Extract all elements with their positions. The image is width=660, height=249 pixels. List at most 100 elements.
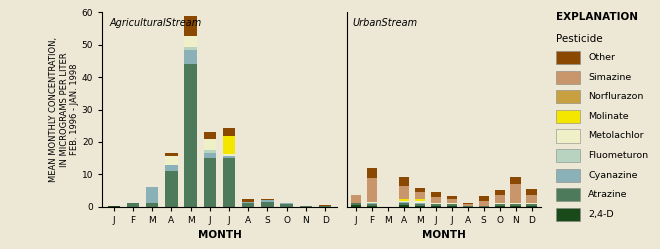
Bar	[463, 203, 473, 204]
Bar	[184, 47, 197, 50]
Bar	[414, 201, 425, 203]
Bar	[203, 153, 216, 158]
Bar	[367, 168, 378, 178]
Bar	[447, 204, 457, 206]
Bar	[280, 203, 293, 204]
Bar	[242, 202, 255, 203]
Bar	[494, 206, 505, 207]
Bar	[478, 201, 489, 206]
Bar	[165, 165, 178, 171]
Text: Simazine: Simazine	[588, 73, 632, 82]
Bar	[223, 136, 236, 154]
Bar	[399, 203, 409, 205]
Bar	[242, 203, 255, 207]
Bar	[431, 192, 441, 197]
Bar	[280, 204, 293, 207]
Bar	[527, 188, 537, 195]
FancyBboxPatch shape	[556, 110, 579, 123]
Bar	[431, 206, 441, 207]
Text: Molinate: Molinate	[588, 112, 629, 121]
Text: AgriculturalStream: AgriculturalStream	[110, 18, 201, 28]
FancyBboxPatch shape	[556, 129, 579, 142]
Bar	[242, 199, 255, 202]
Bar	[510, 177, 521, 184]
Text: Metolachlor: Metolachlor	[588, 131, 644, 140]
Bar	[184, 36, 197, 47]
Bar	[478, 206, 489, 207]
Text: UrbanStream: UrbanStream	[352, 18, 418, 28]
Text: EXPLANATION: EXPLANATION	[556, 12, 638, 22]
Bar	[203, 139, 216, 150]
Bar	[319, 206, 331, 207]
Bar	[261, 202, 274, 207]
Bar	[478, 196, 489, 201]
Bar	[447, 196, 457, 199]
Bar	[351, 203, 361, 205]
Bar	[447, 206, 457, 207]
Text: Norflurazon: Norflurazon	[588, 92, 644, 101]
Bar	[261, 199, 274, 200]
Bar	[414, 187, 425, 192]
Bar	[494, 195, 505, 203]
Bar	[223, 128, 236, 136]
FancyBboxPatch shape	[556, 149, 579, 162]
Bar	[527, 206, 537, 207]
X-axis label: MONTH: MONTH	[197, 230, 242, 240]
Bar	[367, 203, 378, 204]
Bar	[367, 206, 378, 207]
Bar	[399, 201, 409, 202]
Bar	[223, 154, 236, 156]
Bar	[414, 192, 425, 199]
Bar	[431, 197, 441, 203]
Bar	[510, 206, 521, 207]
Text: Pesticide: Pesticide	[556, 34, 603, 44]
Bar	[527, 203, 537, 204]
Text: Other: Other	[588, 53, 615, 62]
Bar	[127, 203, 139, 207]
FancyBboxPatch shape	[556, 169, 579, 182]
Bar	[165, 156, 178, 165]
Bar	[463, 206, 473, 207]
Bar	[510, 204, 521, 206]
Bar	[223, 156, 236, 158]
Bar	[399, 205, 409, 207]
Bar	[431, 204, 441, 206]
Bar	[414, 206, 425, 207]
Bar	[527, 204, 537, 206]
Bar	[203, 150, 216, 153]
FancyBboxPatch shape	[556, 51, 579, 64]
Bar	[203, 132, 216, 139]
Bar	[510, 184, 521, 203]
Bar	[184, 16, 197, 36]
Bar	[527, 195, 537, 203]
Bar	[165, 171, 178, 207]
FancyBboxPatch shape	[556, 71, 579, 84]
Bar	[431, 203, 441, 204]
Bar	[367, 202, 378, 203]
Y-axis label: MEAN MONTHLY CONCENTRATION,
IN MICROGRAMS PER LITER
FEB. 1996 - JAN. 1998: MEAN MONTHLY CONCENTRATION, IN MICROGRAM…	[50, 37, 79, 182]
Bar	[414, 203, 425, 204]
Text: Fluometuron: Fluometuron	[588, 151, 648, 160]
FancyBboxPatch shape	[556, 208, 579, 221]
Bar	[399, 202, 409, 203]
Bar	[319, 205, 331, 206]
Bar	[494, 203, 505, 204]
Bar	[494, 204, 505, 206]
Bar	[367, 178, 378, 202]
Bar	[184, 50, 197, 64]
Text: 2,4-D: 2,4-D	[588, 210, 614, 219]
Bar	[351, 205, 361, 207]
Bar	[510, 203, 521, 204]
Bar	[146, 187, 158, 203]
X-axis label: MONTH: MONTH	[422, 230, 466, 240]
Bar	[146, 203, 158, 207]
Bar	[300, 206, 312, 207]
Bar	[494, 190, 505, 195]
Bar	[223, 158, 236, 207]
Bar	[399, 186, 409, 199]
Bar	[447, 199, 457, 203]
FancyBboxPatch shape	[556, 90, 579, 103]
FancyBboxPatch shape	[556, 188, 579, 201]
Bar	[463, 204, 473, 206]
Text: Atrazine: Atrazine	[588, 190, 628, 199]
